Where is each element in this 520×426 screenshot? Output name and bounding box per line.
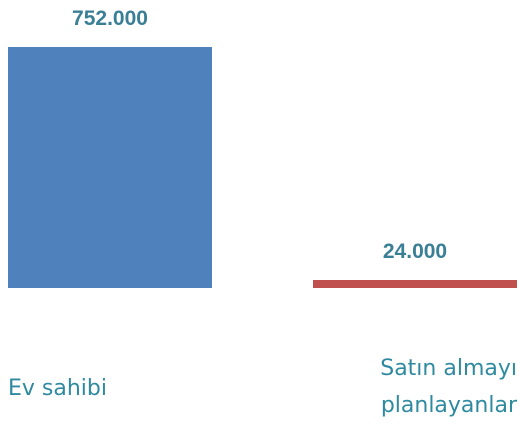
bar (313, 280, 517, 288)
value-label: 24.000 (382, 240, 448, 264)
x-tick-label: Satın almayı planlayanlar (380, 356, 517, 418)
x-tick-label: Ev sahibi (8, 376, 107, 401)
bar (8, 47, 212, 288)
value-label: 752.000 (72, 7, 148, 30)
